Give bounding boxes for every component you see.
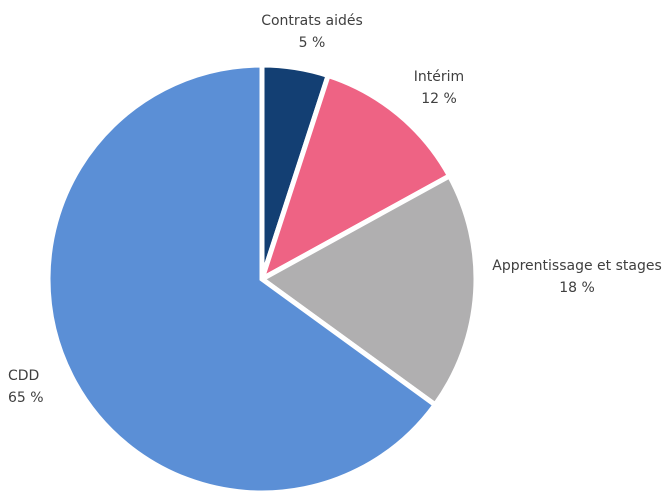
label-cdd: CDD 65 % xyxy=(8,368,44,406)
slice-value-contrats-aides: 5 % xyxy=(299,35,326,51)
slice-value-interim: 12 % xyxy=(421,91,457,107)
label-interim: Intérim 12 % xyxy=(414,69,464,107)
slice-label-interim: Intérim xyxy=(414,69,464,85)
label-contrats-aides: Contrats aidés 5 % xyxy=(261,13,363,51)
slice-value-cdd: 65 % xyxy=(8,390,44,406)
slice-label-contrats-aides: Contrats aidés xyxy=(261,13,363,29)
slice-label-cdd: CDD xyxy=(8,368,39,384)
pie-slice-apprentissage-et-stages xyxy=(257,172,479,409)
slice-label-apprentissage: Apprentissage et stages xyxy=(492,258,662,274)
label-apprentissage: Apprentissage et stages 18 % xyxy=(492,258,662,296)
slice-value-apprentissage: 18 % xyxy=(559,280,595,296)
pie-slices xyxy=(45,62,479,492)
pie-slice-interim xyxy=(257,72,453,285)
pie-slice-cdd xyxy=(45,62,439,492)
